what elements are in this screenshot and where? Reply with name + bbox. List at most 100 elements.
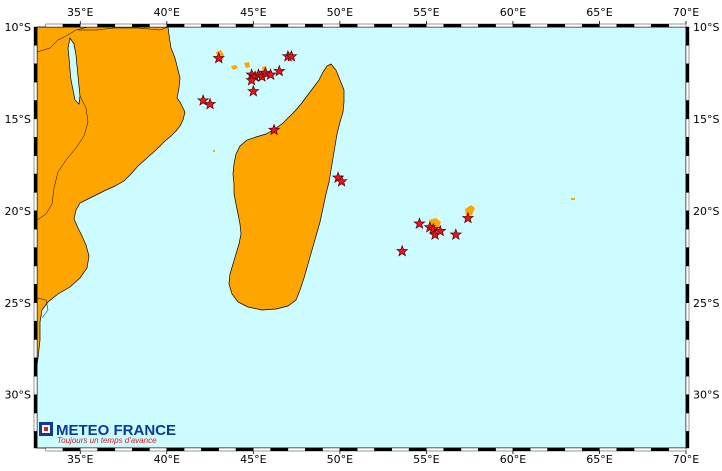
frame-segment-bottom xyxy=(478,447,496,452)
madagascar-coastline xyxy=(228,63,345,311)
frame-segment-bottom xyxy=(599,447,617,452)
frame-segment-bottom xyxy=(581,447,600,452)
frame-segment-top xyxy=(218,23,237,28)
frame-segment-top xyxy=(322,23,341,28)
station-star-marker[interactable] xyxy=(395,244,409,257)
juan-de-nova-islet xyxy=(213,150,215,152)
frame-segment-top xyxy=(495,23,514,28)
frame-segment-right xyxy=(685,339,690,359)
anjouan xyxy=(244,62,250,68)
africa-coastline xyxy=(37,27,186,366)
frame-segment-bottom xyxy=(97,447,116,452)
logo-title: METEO FRANCE xyxy=(56,422,176,439)
frame-segment-top xyxy=(356,23,375,28)
africa-mainland xyxy=(37,27,185,365)
country-border-north xyxy=(37,27,89,53)
frame-segment-left xyxy=(33,100,38,120)
station-star-marker[interactable] xyxy=(449,228,463,241)
lon-tick-label-top: 50°E xyxy=(327,6,353,19)
frame-segment-right xyxy=(685,173,690,193)
frame-segment-bottom xyxy=(339,447,358,452)
frame-segment-top xyxy=(478,23,496,28)
lat-tick-label-left: 20°S xyxy=(5,205,31,218)
frame-segment-bottom xyxy=(668,447,687,452)
frame-segment-bottom xyxy=(443,447,462,452)
frame-segment-right xyxy=(685,394,690,414)
lon-tick-label-bottom: 70°E xyxy=(673,453,699,466)
frame-segment-top xyxy=(131,23,150,28)
lat-tick-label-left: 30°S xyxy=(5,389,31,402)
frame-segment-right xyxy=(685,376,690,395)
frame-segment-top xyxy=(512,23,531,28)
frame-segment-top xyxy=(97,23,116,28)
frame-segment-bottom xyxy=(651,447,669,452)
frame-segment-top xyxy=(460,23,479,28)
frame-segment-right xyxy=(685,81,690,101)
frame-segment-right xyxy=(685,63,690,83)
frame-segment-left xyxy=(33,45,38,64)
station-star-marker[interactable] xyxy=(259,66,272,79)
coastline-layer xyxy=(37,27,345,366)
logo-tagline: Toujours un temps d'avance xyxy=(57,436,157,445)
station-star-marker[interactable] xyxy=(264,68,277,81)
frame-segment-right xyxy=(685,431,690,449)
frame-segment-bottom xyxy=(305,447,323,452)
frame-segment-right xyxy=(685,302,690,322)
frame-segment-top xyxy=(599,23,617,28)
frame-segment-top xyxy=(374,23,392,28)
station-star-marker[interactable] xyxy=(461,211,475,224)
lat-tick-label-right: 30°S xyxy=(693,389,719,402)
frame-segment-top xyxy=(564,23,583,28)
lon-tick-label-bottom: 65°E xyxy=(586,453,612,466)
lon-tick-label-top: 60°E xyxy=(500,6,526,19)
station-star-marker[interactable] xyxy=(245,73,258,86)
station-star-marker[interactable] xyxy=(273,64,286,77)
frame-segment-bottom xyxy=(149,447,167,452)
frame-segment-left xyxy=(33,431,38,449)
frame-segment-right xyxy=(685,210,690,230)
frame-segment-left xyxy=(33,320,38,340)
frame-segment-bottom xyxy=(633,447,652,452)
frame-segment-bottom xyxy=(530,447,548,452)
frame-segment-left xyxy=(33,376,38,395)
station-star-marker[interactable] xyxy=(413,217,426,230)
lat-tick-label-left: 15°S xyxy=(5,113,31,126)
station-star-marker[interactable] xyxy=(203,97,217,110)
station-star-marker[interactable] xyxy=(335,174,348,187)
station-star-marker[interactable] xyxy=(212,51,225,64)
lon-tick-label-top: 40°E xyxy=(154,6,180,19)
frame-segment-bottom xyxy=(114,447,133,452)
station-star-marker[interactable] xyxy=(196,93,210,106)
lat-tick-label-left: 25°S xyxy=(5,297,31,310)
frame-segment-bottom xyxy=(408,447,427,452)
frame-segment-bottom xyxy=(131,447,150,452)
frame-segment-right xyxy=(685,320,690,340)
lon-tick-label-top: 65°E xyxy=(586,6,612,19)
frame-segment-top xyxy=(443,23,462,28)
frame-segment-left xyxy=(33,284,38,303)
station-star-marker[interactable] xyxy=(285,49,298,62)
station-star-marker[interactable] xyxy=(434,224,447,237)
madagascar xyxy=(229,64,344,310)
station-star-marker[interactable] xyxy=(247,84,260,97)
station-star-marker[interactable] xyxy=(427,222,440,235)
frame-segment-right xyxy=(685,357,690,377)
frame-segment-top xyxy=(80,23,98,28)
frame-segment-left xyxy=(33,118,38,138)
frame-segment-top xyxy=(581,23,600,28)
moheli xyxy=(231,65,238,70)
station-star-marker[interactable] xyxy=(267,123,281,136)
frame-segment-top xyxy=(149,23,167,28)
frame-segment-right xyxy=(685,412,690,432)
station-markers xyxy=(196,49,475,257)
frame-segment-left xyxy=(33,63,38,83)
frame-segment-bottom xyxy=(201,447,219,452)
lat-tick-label-right: 25°S xyxy=(693,297,719,310)
country-border-mozambique xyxy=(78,27,169,31)
frame-segment-right xyxy=(685,192,690,212)
frame-segment-top xyxy=(287,23,306,28)
country-border-south xyxy=(37,95,89,221)
frame-segment-bottom xyxy=(564,447,583,452)
frame-segment-left xyxy=(33,210,38,230)
frame-segment-bottom xyxy=(460,447,479,452)
